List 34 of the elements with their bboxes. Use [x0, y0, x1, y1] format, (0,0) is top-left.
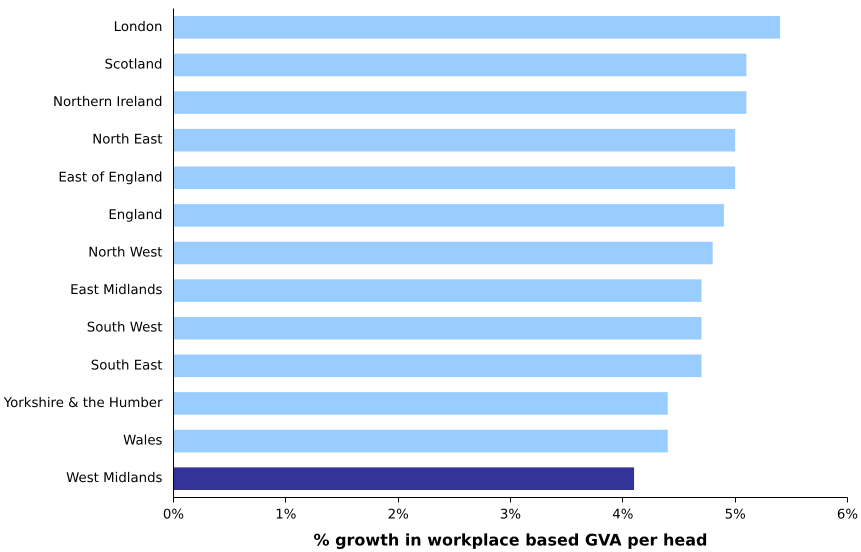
bar — [174, 54, 746, 76]
x-tick-label: 2% — [388, 508, 409, 522]
bar — [174, 354, 702, 378]
y-tick-label: West Midlands — [66, 471, 163, 486]
x-tick-label: 4% — [612, 508, 634, 522]
y-tick-label: England — [108, 208, 163, 223]
bar — [174, 467, 634, 490]
y-tick-label: South East — [90, 358, 163, 374]
x-tick-label: 3% — [500, 508, 522, 522]
bar — [174, 91, 746, 114]
y-tick-label: Scotland — [104, 57, 163, 72]
y-tick-label: London — [114, 20, 163, 35]
y-tick-label: Northern Ireland — [53, 95, 163, 110]
x-axis-title: % growth in workplace based GVA per head — [313, 530, 708, 550]
bar — [174, 166, 736, 190]
bar — [174, 279, 702, 302]
y-tick-label: Wales — [123, 434, 163, 449]
y-tick-label: South West — [86, 320, 163, 336]
bar — [174, 430, 668, 452]
x-tick-label: 1% — [275, 508, 296, 522]
bar — [174, 204, 724, 227]
y-tick-label: North East — [92, 132, 163, 148]
x-tick-label: 6% — [836, 508, 858, 522]
y-tick-label: North West — [88, 246, 162, 260]
bar — [174, 316, 702, 340]
x-tick-label: 5% — [724, 508, 746, 522]
y-tick-label: Yorkshire & the Humber — [2, 396, 164, 411]
bar — [174, 16, 780, 39]
x-tick-label: 0% — [162, 508, 184, 522]
bar — [174, 392, 668, 415]
bar — [174, 242, 713, 264]
y-tick-label: East Midlands — [70, 283, 163, 298]
bar — [174, 128, 736, 152]
y-tick-label: East of England — [58, 170, 163, 186]
